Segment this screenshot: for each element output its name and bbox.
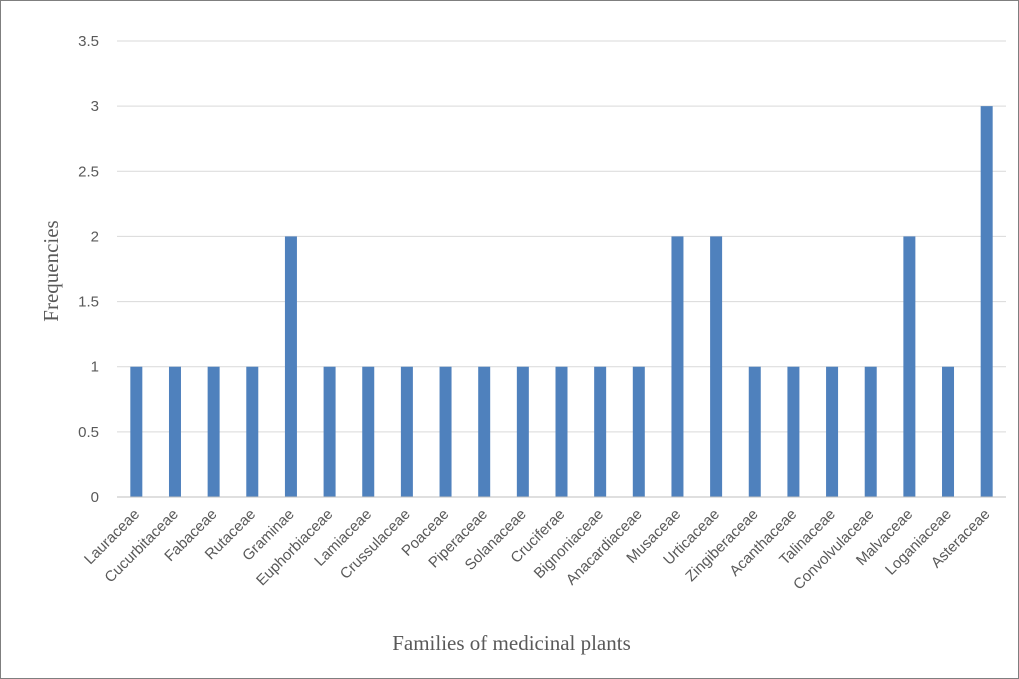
- y-tick-label: 2.5: [78, 163, 99, 180]
- bar-asteraceae: [980, 106, 993, 498]
- x-axis-title: Families of medicinal plants: [392, 631, 631, 655]
- y-tick-label: 3: [91, 98, 99, 115]
- x-tick-labels: LauraceaeCucurbitaceaeFabaceaeRutaceaeGr…: [81, 506, 994, 594]
- bar-graminae: [284, 236, 297, 497]
- bar-crussulaceae: [400, 366, 413, 497]
- bar-euphorbiaceae: [323, 366, 336, 497]
- bar-lauraceae: [130, 366, 143, 497]
- bar-piperaceae: [478, 366, 491, 497]
- bar-urticaceae: [710, 236, 723, 497]
- bars: [130, 106, 993, 498]
- y-tick-label: 2: [91, 228, 99, 245]
- bar-fabaceae: [207, 366, 220, 497]
- bar-cucurbitaceae: [168, 366, 181, 497]
- y-axis-title: Frequencies: [39, 220, 63, 321]
- bar-acanthaceae: [787, 366, 800, 497]
- y-tick-label: 0.5: [78, 424, 99, 441]
- bar-poaceae: [439, 366, 452, 497]
- bar-anacardiaceae: [632, 366, 645, 497]
- bar-solanaceae: [516, 366, 529, 497]
- bar-bignoniaceae: [594, 366, 607, 497]
- y-tick-label: 1.5: [78, 294, 99, 311]
- y-tick-label: 0: [91, 489, 99, 506]
- gridlines: [117, 40, 1006, 433]
- bar-talinaceae: [826, 366, 839, 497]
- bar-loganiaceae: [942, 366, 955, 497]
- y-tick-labels: 0 0.5 1 1.5 2 2.5 3 3.5: [78, 33, 99, 506]
- bar-musaceae: [671, 236, 684, 497]
- y-tick-label: 3.5: [78, 33, 99, 50]
- bar-rutaceae: [246, 366, 259, 497]
- bar-convolvulaceae: [864, 366, 877, 497]
- bar-lamiaceae: [362, 366, 375, 497]
- bar-malvaceae: [903, 236, 916, 497]
- bar-cruciferae: [555, 366, 568, 497]
- y-tick-label: 1: [91, 359, 99, 376]
- bar-zingiberaceae: [748, 366, 761, 497]
